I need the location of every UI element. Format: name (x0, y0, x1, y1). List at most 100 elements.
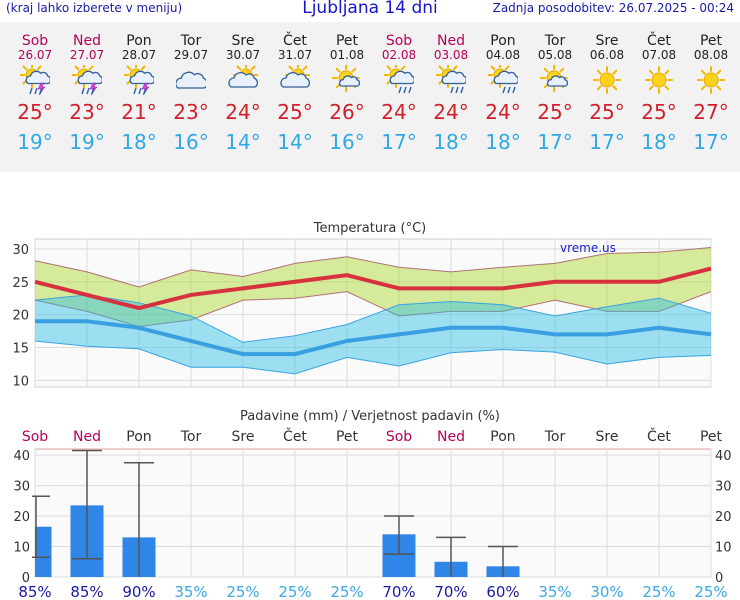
max-temp: 24° (485, 100, 521, 124)
max-temp: 24° (225, 100, 261, 124)
day-name: Pon (126, 33, 152, 49)
day-date: 08.08 (693, 48, 729, 62)
day-column[interactable]: Tor 05.08 25° 17° (529, 22, 581, 154)
day-column[interactable]: Sob 26.07 25° 19° (9, 22, 61, 154)
day-column[interactable]: Ned 03.08 24° 18° (425, 22, 477, 154)
y-tick-label-right: 0 (715, 571, 723, 586)
day-column[interactable]: Čet 31.07 25° 14° (269, 22, 321, 154)
y-tick-label: 30 (12, 243, 29, 258)
category-label: Sob (386, 429, 412, 445)
y-tick-label-left: 30 (13, 480, 30, 495)
day-date: 01.08 (329, 48, 365, 62)
day-column[interactable]: Pon 28.07 21° 18° (113, 22, 165, 154)
category-label: Sre (232, 429, 255, 445)
day-date: 31.07 (277, 48, 313, 62)
min-temp: 19° (17, 130, 53, 154)
probability-label: 25% (226, 583, 259, 600)
day-date: 26.07 (17, 48, 53, 62)
day-column[interactable]: Pet 01.08 26° 16° (321, 22, 373, 154)
min-temp: 17° (381, 130, 417, 154)
sun-icon (697, 66, 725, 94)
day-column[interactable]: Pon 04.08 24° 18° (477, 22, 529, 154)
min-temp: 18° (641, 130, 677, 154)
max-temp: 24° (433, 100, 469, 124)
max-temp: 21° (121, 100, 157, 124)
max-range-band (35, 247, 711, 327)
probability-label: 85% (18, 583, 51, 600)
y-tick-label: 15 (12, 342, 29, 357)
day-name: Pon (490, 33, 516, 49)
y-tick-label-left: 0 (22, 571, 30, 586)
min-temp: 18° (433, 130, 469, 154)
probability-label: 70% (434, 583, 467, 600)
precipitation-chart: Padavine (mm) / Verjetnost padavin (%) So… (13, 409, 732, 600)
day-column[interactable]: Čet 07.08 25° 18° (633, 22, 685, 154)
day-date: 03.08 (433, 48, 469, 62)
day-date: 05.08 (537, 48, 573, 62)
min-temp: 16° (329, 130, 365, 154)
y-tick-label-right: 10 (715, 541, 732, 556)
min-range-band-lower (34, 340, 712, 375)
region-menu-note[interactable]: (kraj lahko izberete v meniju) (6, 1, 183, 15)
day-column[interactable]: Ned 27.07 23° 19° (61, 22, 113, 154)
day-name: Čet (283, 33, 307, 49)
max-temp-line (34, 266, 712, 311)
day-name: Pet (699, 33, 723, 49)
max-temp: 25° (17, 100, 53, 124)
category-label: Sob (22, 429, 48, 445)
y-tick-label-left: 10 (13, 541, 30, 556)
day-name: Ned (73, 33, 101, 49)
day-name: Tor (544, 33, 566, 49)
category-label: Pon (490, 429, 515, 445)
watermark: vreme.us (560, 241, 616, 255)
category-label: Pet (336, 429, 359, 445)
day-name: Čet (647, 33, 671, 49)
sun-cloud-rain-thunder-icon (72, 65, 102, 95)
max-temp: 25° (589, 100, 625, 124)
day-column[interactable]: Sre 06.08 25° 17° (581, 22, 633, 154)
y-tick-label-left: 20 (13, 510, 30, 525)
max-temp: 23° (173, 100, 209, 124)
max-temp: 24° (381, 100, 417, 124)
temperature-chart: Temperatura (°C) 10 15 20 25 30 vreme.us (12, 221, 712, 389)
category-label: Tor (544, 429, 566, 445)
max-temp: 25° (641, 100, 677, 124)
day-column[interactable]: Sob 02.08 24° 17° (373, 22, 425, 154)
min-temp: 18° (485, 130, 521, 154)
page-title: Ljubljana 14 dni (302, 0, 438, 18)
sun-icon (645, 66, 673, 94)
probability-label: 25% (694, 583, 727, 600)
day-column[interactable]: Sre 30.07 24° 14° (217, 22, 269, 154)
sun-cloud-rain-thunder-icon (20, 65, 50, 95)
chart-title: Padavine (mm) / Verjetnost padavin (%) (240, 409, 500, 424)
sun-small-cloud-icon (332, 65, 361, 92)
probability-label: 90% (122, 583, 155, 600)
y-tick-label-left: 40 (13, 449, 30, 464)
category-label: Pet (700, 429, 723, 445)
min-temp: 18° (121, 130, 157, 154)
min-temp: 17° (693, 130, 729, 154)
day-date: 30.07 (225, 48, 261, 62)
day-name: Sob (385, 33, 413, 49)
sun-cloud-icon (228, 65, 258, 88)
category-label: Čet (647, 427, 671, 445)
min-temp-line (35, 319, 712, 357)
probability-label: 30% (590, 583, 623, 600)
day-name: Pet (335, 33, 359, 49)
min-temp: 14° (225, 130, 261, 154)
min-temp: 16° (173, 130, 209, 154)
chart-title: Temperatura (°C) (313, 221, 426, 236)
day-date: 06.08 (589, 48, 625, 62)
probability-label: 35% (538, 583, 571, 600)
y-tick-label-right: 20 (715, 510, 732, 525)
day-column[interactable]: Pet 08.08 27° 17° (685, 22, 737, 154)
sun-icon (593, 66, 621, 94)
min-temp: 17° (589, 130, 625, 154)
forecast-strip: Sob 26.07 25° 19° Ned 27.07 23° 19° Pon 28.07 21° 1… (0, 22, 740, 172)
probability-label: 25% (642, 583, 675, 600)
sun-small-cloud-icon (540, 65, 569, 92)
max-range-band-upper (34, 247, 712, 288)
sun-cloud-rain-icon (384, 65, 414, 94)
day-date: 27.07 (69, 48, 105, 62)
day-column[interactable]: Tor 29.07 23° 16° (165, 22, 217, 154)
